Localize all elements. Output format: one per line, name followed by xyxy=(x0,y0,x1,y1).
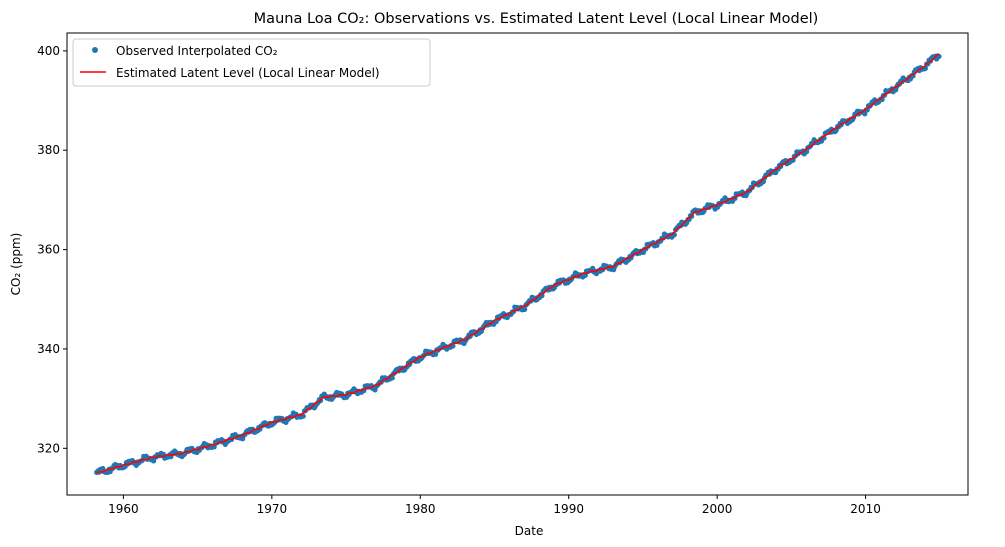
x-tick-label: 2010 xyxy=(850,502,881,516)
x-tick-label: 1980 xyxy=(405,502,436,516)
y-tick-label: 320 xyxy=(37,441,60,455)
x-tick-label: 1990 xyxy=(553,502,584,516)
y-axis: 320 340 360 380 400 xyxy=(37,44,67,455)
x-tick-label: 1960 xyxy=(108,502,139,516)
plot-area xyxy=(94,53,942,475)
x-tick-label: 2000 xyxy=(702,502,733,516)
y-axis-label: CO₂ (ppm) xyxy=(9,233,23,296)
observed-series xyxy=(94,53,942,475)
y-tick-label: 400 xyxy=(37,44,60,58)
x-tick-label: 1970 xyxy=(257,502,288,516)
observed-point xyxy=(150,458,157,464)
observed-point xyxy=(211,444,217,450)
observed-point xyxy=(522,306,528,313)
x-axis-label: Date xyxy=(515,524,544,538)
plot-frame xyxy=(66,32,969,496)
legend-box xyxy=(72,38,431,87)
legend-label-observed: Observed Interpolated CO₂ xyxy=(116,44,278,58)
chart-title: Mauna Loa CO₂: Observations vs. Estimate… xyxy=(254,11,819,27)
observed-point xyxy=(433,351,439,357)
latent-level-line xyxy=(96,53,940,474)
legend-label-latent: Estimated Latent Level (Local Linear Mod… xyxy=(116,66,380,80)
y-tick-label: 340 xyxy=(37,342,60,356)
y-tick-label: 380 xyxy=(37,143,60,157)
y-tick-label: 360 xyxy=(37,243,60,257)
legend: Observed Interpolated CO₂ Estimated Late… xyxy=(72,38,431,87)
legend-marker-observed xyxy=(92,47,98,53)
x-axis: 1960 1970 1980 1990 2000 2010 xyxy=(108,495,881,516)
